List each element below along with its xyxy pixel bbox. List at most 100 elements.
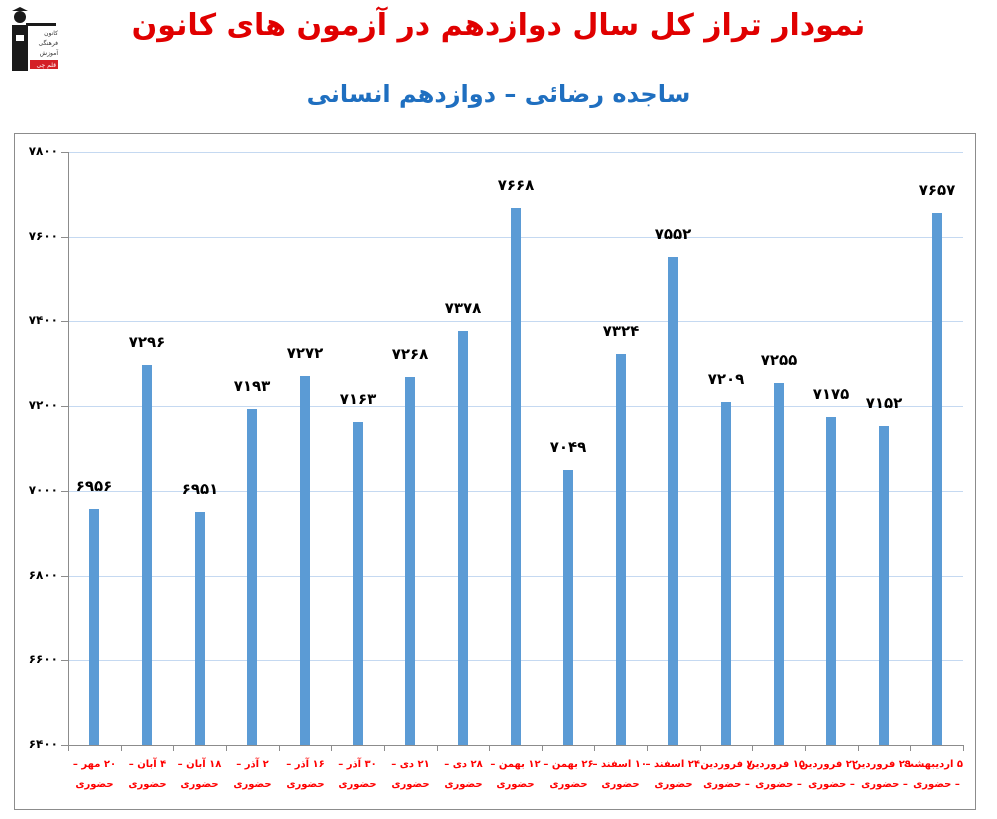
- chart-frame: [14, 133, 976, 810]
- x-axis-tick: [226, 745, 227, 751]
- x-axis-category-label: ۲۲ فروردین – حضوری: [799, 755, 858, 795]
- data-label: ۶۹۵۶: [75, 477, 113, 495]
- bar[interactable]: [89, 509, 99, 745]
- y-axis-tick: [61, 321, 68, 322]
- bar[interactable]: [563, 470, 573, 745]
- data-label: ۷۱۹۳: [233, 377, 271, 395]
- category-label-line2: – حضوری: [703, 779, 750, 790]
- bar[interactable]: [247, 409, 257, 745]
- bar[interactable]: [353, 422, 363, 745]
- bar[interactable]: [668, 257, 678, 745]
- data-label: ۶۹۵۱: [181, 480, 219, 498]
- x-axis-category-label: ۲۶ بهمن – حضوری: [542, 755, 595, 795]
- y-axis-tick-label: ۷۲۰۰: [28, 398, 58, 412]
- bar[interactable]: [405, 377, 415, 745]
- bar[interactable]: [300, 376, 310, 745]
- data-label: ۷۳۲۴: [602, 322, 640, 340]
- bar[interactable]: [774, 383, 784, 745]
- bar[interactable]: [879, 426, 889, 745]
- y-axis-tick: [61, 745, 68, 746]
- x-axis-category-label: ۵ اردیبهشت – حضوری: [904, 755, 963, 795]
- x-axis-category-label: ۷ فروردین – حضوری: [700, 755, 753, 795]
- bar[interactable]: [616, 354, 626, 745]
- bar[interactable]: [826, 417, 836, 745]
- category-label-line2: – حضوری: [755, 779, 802, 790]
- x-axis-category-label: ۲ آذر – حضوری: [226, 755, 279, 795]
- category-label-line1: ۲۲ فروردین: [799, 759, 858, 770]
- x-axis-tick: [963, 745, 964, 751]
- y-axis-tick-label: ۷۸۰۰: [28, 144, 58, 158]
- bar[interactable]: [721, 402, 731, 745]
- x-axis-category-label: ۲۱ دی – حضوری: [384, 755, 437, 795]
- y-axis-tick: [61, 237, 68, 238]
- x-axis-tick: [121, 745, 122, 751]
- svg-text:فرهنگی: فرهنگی: [39, 39, 59, 47]
- y-axis-tick: [61, 152, 68, 153]
- x-axis-category-label: ۳۰ آذر – حضوری: [331, 755, 384, 795]
- x-axis-category-label: ۱۸ آبان – حضوری: [173, 755, 226, 795]
- y-axis-tick: [61, 491, 68, 492]
- y-axis: [68, 152, 69, 746]
- x-axis-tick: [542, 745, 543, 751]
- category-label-line1: ۲ آذر –: [236, 759, 269, 770]
- y-axis-tick-label: ۶۸۰۰: [28, 568, 58, 582]
- data-label: ۷۱۷۵: [812, 385, 850, 403]
- x-axis-category-label: ۲۰ مهر – حضوری: [68, 755, 121, 795]
- x-axis-category-label: ۲۴ اسفند – حضوری: [645, 755, 701, 795]
- category-label-line2: حضوری: [549, 779, 588, 790]
- y-axis-tick: [61, 406, 68, 407]
- svg-text:قلم چی: قلم چی: [37, 62, 57, 69]
- category-label-line1: ۷ فروردین: [700, 759, 753, 770]
- x-axis-category-label: ۱۶ آذر – حضوری: [279, 755, 332, 795]
- category-label-line2: حضوری: [496, 779, 535, 790]
- y-axis-tick: [61, 660, 68, 661]
- kanoon-logo: کانون فرهنگی آموزش قلم چی: [8, 5, 60, 73]
- y-axis-tick-label: ۷۰۰۰: [28, 483, 58, 497]
- category-label-line1: ۱۲ بهمن –: [490, 759, 541, 770]
- bar[interactable]: [458, 331, 468, 745]
- bar[interactable]: [142, 365, 152, 745]
- category-label-line1: ۱۰ اسفند –: [592, 759, 648, 770]
- category-label-line2: – حضوری: [808, 779, 855, 790]
- y-axis-tick-label: ۶۶۰۰: [28, 652, 58, 666]
- y-axis-tick-label: ۶۴۰۰: [28, 737, 58, 751]
- x-axis-category-label: ۱۰ اسفند – حضوری: [592, 755, 648, 795]
- data-label: ۷۲۹۶: [128, 333, 166, 351]
- svg-text:کانون: کانون: [44, 30, 58, 37]
- y-axis-tick-label: ۷۶۰۰: [28, 229, 58, 243]
- bar[interactable]: [932, 213, 942, 745]
- category-label-line1: ۴ آبان –: [128, 759, 167, 770]
- x-axis-category-label: ۴ آبان – حضوری: [121, 755, 174, 795]
- data-label: ۷۱۶۳: [339, 390, 377, 408]
- category-label-line1: ۲۰ مهر –: [72, 759, 117, 770]
- x-axis-category-label: ۲۹ فروردین – حضوری: [853, 755, 911, 795]
- data-label: ۷۲۷۲: [286, 344, 324, 362]
- chart-title: نمودار تراز کل سال دوازدهم در آزمون های …: [131, 8, 866, 43]
- bar[interactable]: [511, 208, 521, 745]
- x-axis-category-label: ۱۵ فروردین – حضوری: [746, 755, 805, 795]
- category-label-line2: – حضوری: [861, 779, 908, 790]
- data-label: ۷۲۰۹: [707, 370, 745, 388]
- chart-subtitle: ساجده رضائی – دوازدهم انسانی: [306, 80, 691, 108]
- category-label-line2: حضوری: [444, 779, 483, 790]
- y-axis-tick-label: ۷۴۰۰: [28, 313, 58, 327]
- category-label-line1: ۱۵ فروردین: [746, 759, 805, 770]
- x-axis-tick: [858, 745, 859, 751]
- x-axis-tick: [647, 745, 648, 751]
- x-axis-tick: [910, 745, 911, 751]
- x-axis-tick: [331, 745, 332, 751]
- bar[interactable]: [195, 512, 205, 745]
- data-label: ۷۶۶۸: [497, 176, 535, 194]
- x-axis-tick: [752, 745, 753, 751]
- category-label-line1: ۳۰ آذر –: [338, 759, 377, 770]
- x-axis-tick: [279, 745, 280, 751]
- x-axis-tick: [384, 745, 385, 751]
- x-axis-category-label: ۲۸ دی – حضوری: [437, 755, 490, 795]
- x-axis-tick: [805, 745, 806, 751]
- category-label-line1: ۲۶ بهمن –: [543, 759, 594, 770]
- x-axis: [68, 745, 963, 746]
- category-label-line1: ۲۴ اسفند –: [645, 759, 701, 770]
- category-label-line1: ۲۱ دی –: [391, 759, 430, 770]
- category-label-line2: حضوری: [75, 779, 114, 790]
- category-label-line2: حضوری: [233, 779, 272, 790]
